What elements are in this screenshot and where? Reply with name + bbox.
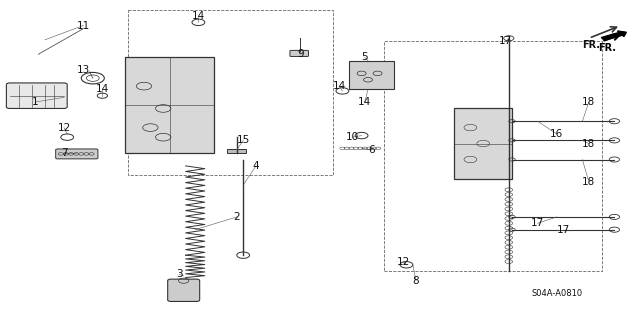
Text: 12: 12 [397,256,410,267]
FancyBboxPatch shape [290,50,308,56]
Text: 14: 14 [358,97,371,107]
Text: 14: 14 [192,11,205,21]
Bar [454,108,512,179]
Text: 13: 13 [77,65,90,75]
Text: 10: 10 [346,132,358,142]
FancyBboxPatch shape [168,279,200,301]
Text: 15: 15 [237,135,250,145]
Bar [384,41,602,271]
Text: 5: 5 [362,52,368,63]
Text: 17: 17 [531,218,544,228]
Text: 16: 16 [550,129,563,139]
FancyBboxPatch shape [6,83,67,108]
Text: 18: 18 [582,177,595,187]
Bar [349,61,394,89]
Text: 18: 18 [582,138,595,149]
Bar [125,57,214,153]
Text: 1: 1 [32,97,38,107]
Text: 9: 9 [298,49,304,59]
Text: 17: 17 [499,36,512,47]
Text: 4: 4 [253,161,259,171]
Text: FR.: FR. [598,43,616,53]
Text: 17: 17 [557,225,570,235]
Text: 11: 11 [77,20,90,31]
Text: 2: 2 [234,212,240,222]
FancyBboxPatch shape [56,149,98,159]
Text: 18: 18 [582,97,595,107]
Text: 3: 3 [176,269,182,279]
Text: 6: 6 [368,145,374,155]
Text: FR.: FR. [582,40,600,50]
FancyArrow shape [602,31,627,40]
Text: 7: 7 [61,148,67,158]
Text: 12: 12 [58,122,70,133]
Bar [227,149,246,153]
Text: S04A-A0810: S04A-A0810 [531,289,582,298]
Text: 8: 8 [413,276,419,286]
Text: 14: 14 [96,84,109,94]
Text: 14: 14 [333,81,346,91]
